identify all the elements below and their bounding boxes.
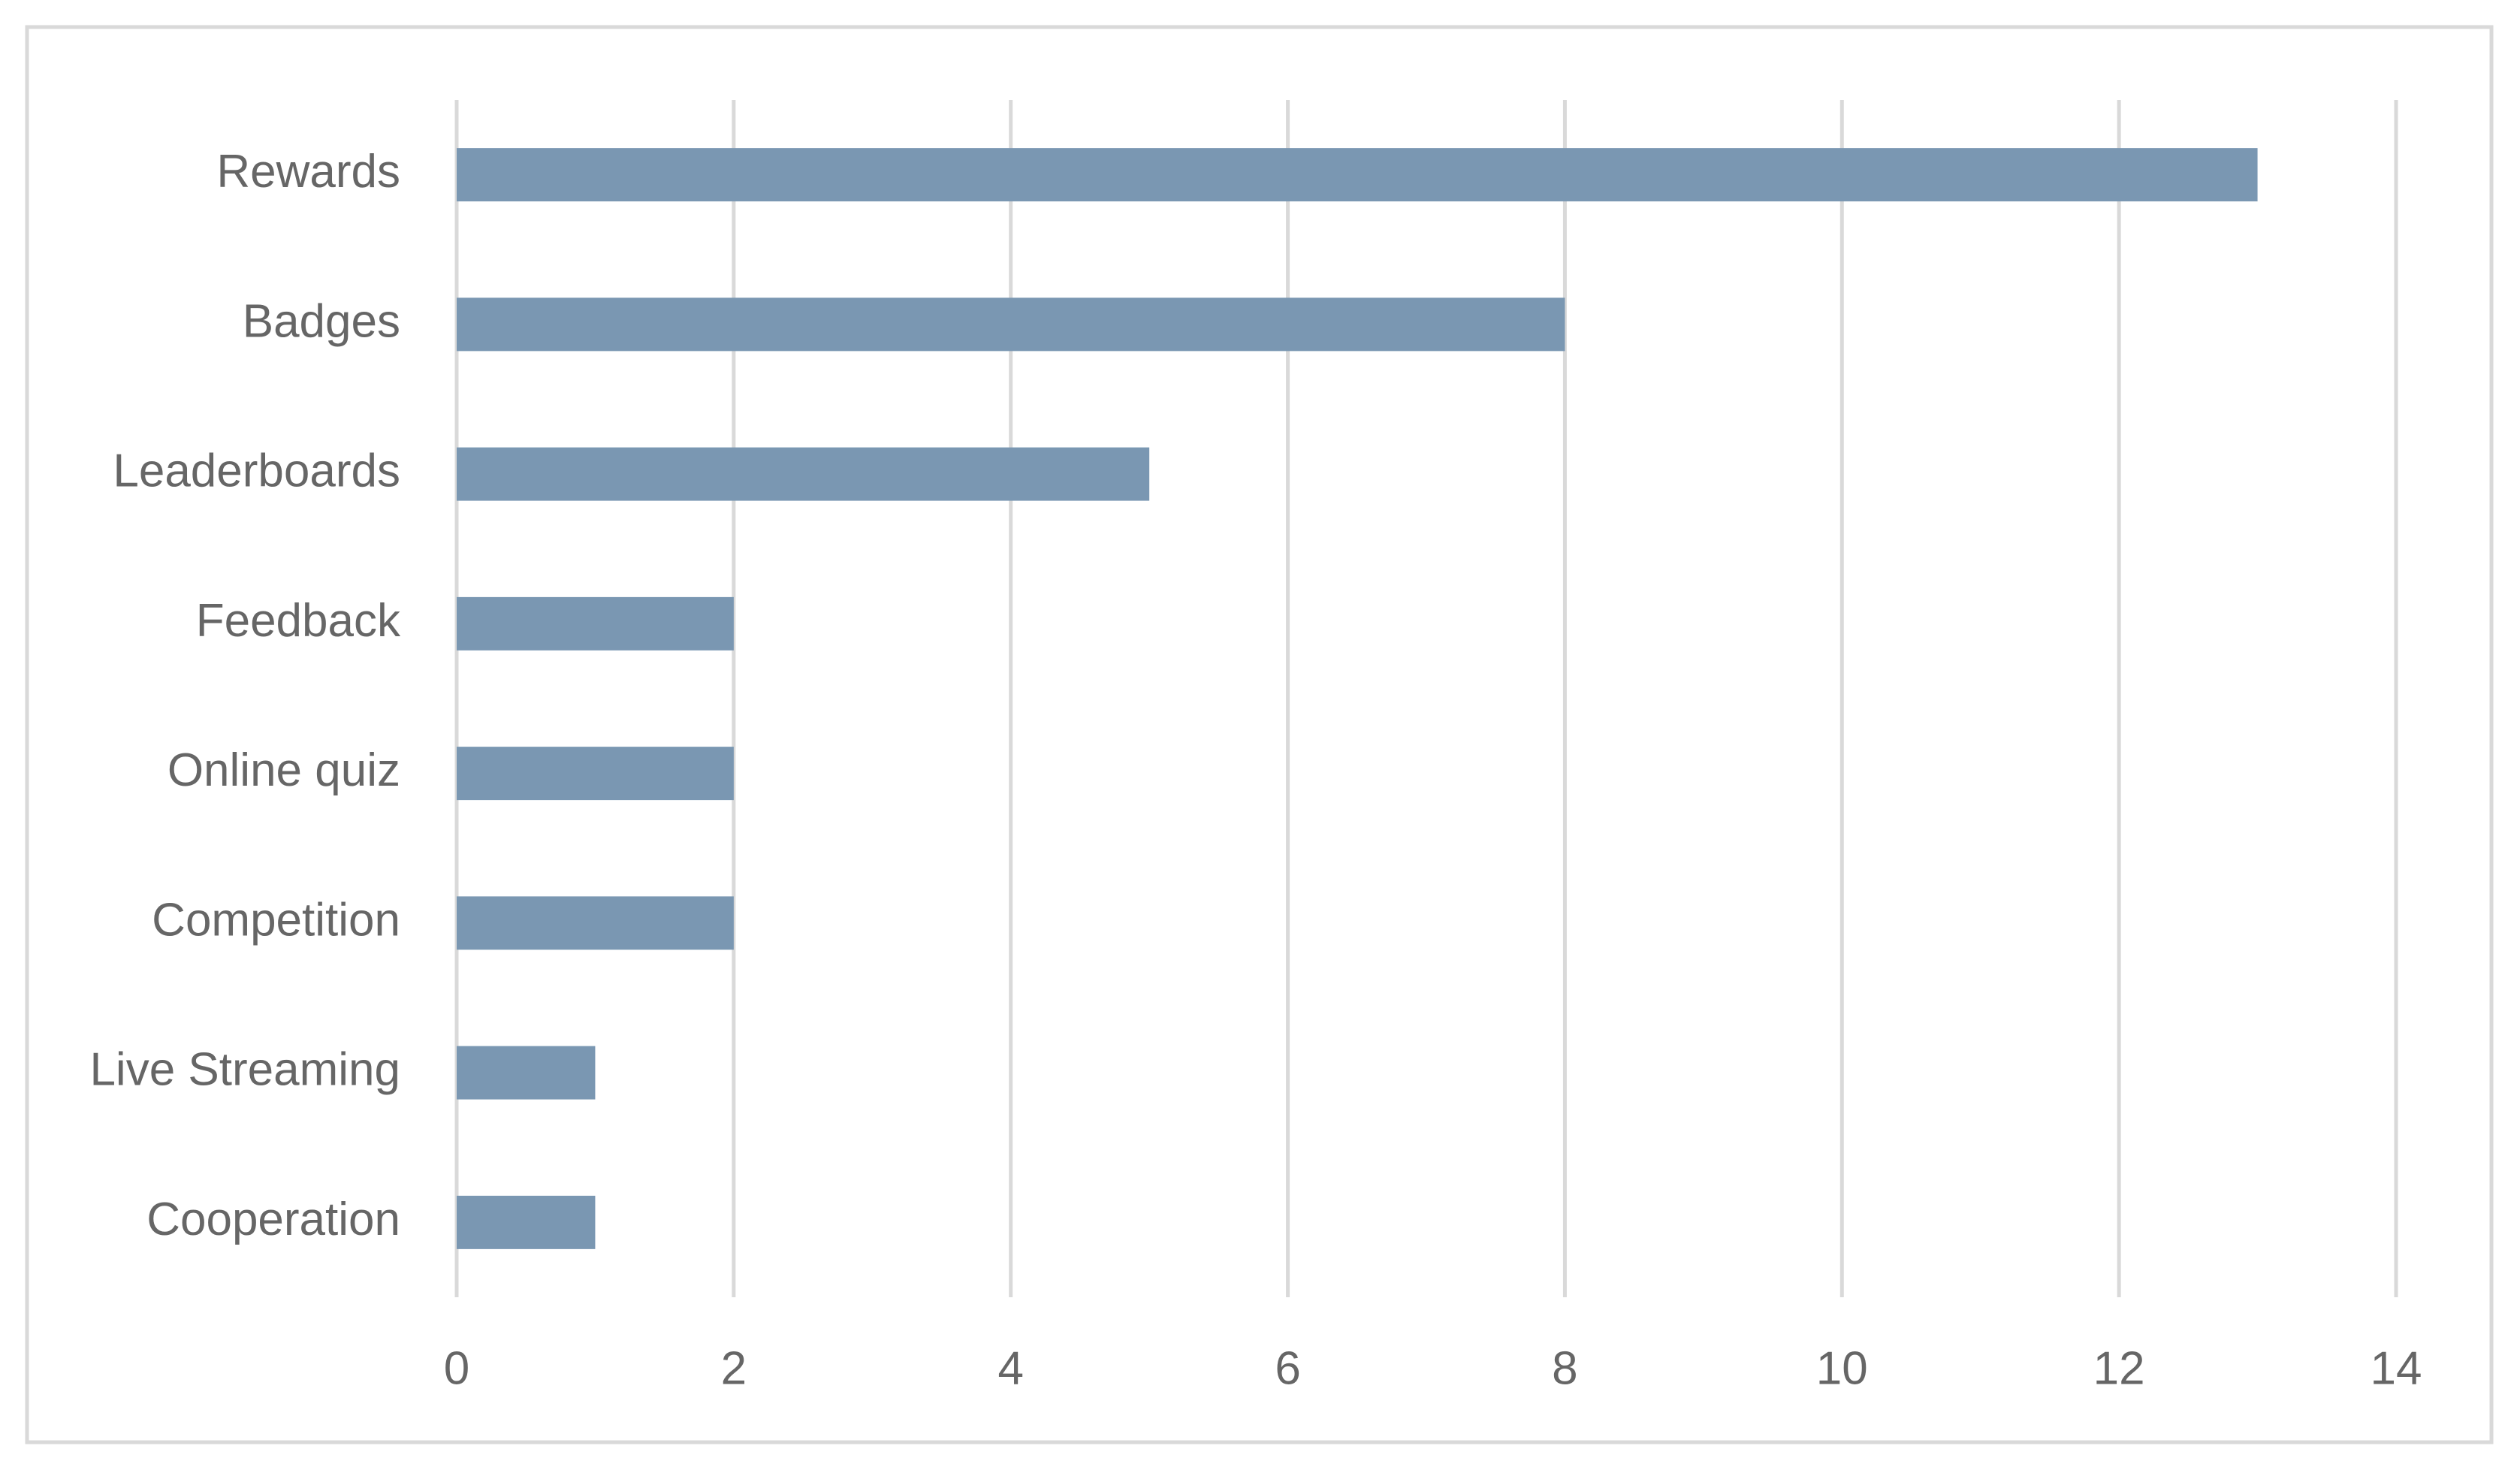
bar <box>457 1046 596 1100</box>
x-tick-label: 10 <box>1816 1342 1868 1394</box>
x-tick-label: 12 <box>2093 1342 2145 1394</box>
y-tick-label: Leaderboards <box>113 445 400 497</box>
y-tick-label: Online quiz <box>167 744 400 796</box>
bar <box>457 297 1565 352</box>
x-tick-label: 6 <box>1275 1342 1300 1394</box>
x-tick-label: 14 <box>2371 1342 2422 1394</box>
x-tick-label: 8 <box>1552 1342 1577 1394</box>
bar <box>457 447 1150 501</box>
chart-border <box>25 25 2494 1444</box>
bar <box>457 896 734 950</box>
x-tick-label: 0 <box>444 1342 469 1394</box>
bar <box>457 596 734 650</box>
y-tick-label: Rewards <box>216 146 400 198</box>
y-tick-label: Live Streaming <box>89 1044 400 1096</box>
x-tick-label: 2 <box>721 1342 747 1394</box>
x-tick-label: 4 <box>997 1342 1023 1394</box>
bar <box>457 1195 596 1249</box>
bar <box>457 148 2258 202</box>
bar <box>457 747 734 801</box>
y-tick-label: Competition <box>152 894 400 946</box>
y-tick-label: Cooperation <box>146 1194 400 1245</box>
y-tick-label: Feedback <box>196 595 401 647</box>
y-tick-label: Badges <box>243 295 400 347</box>
